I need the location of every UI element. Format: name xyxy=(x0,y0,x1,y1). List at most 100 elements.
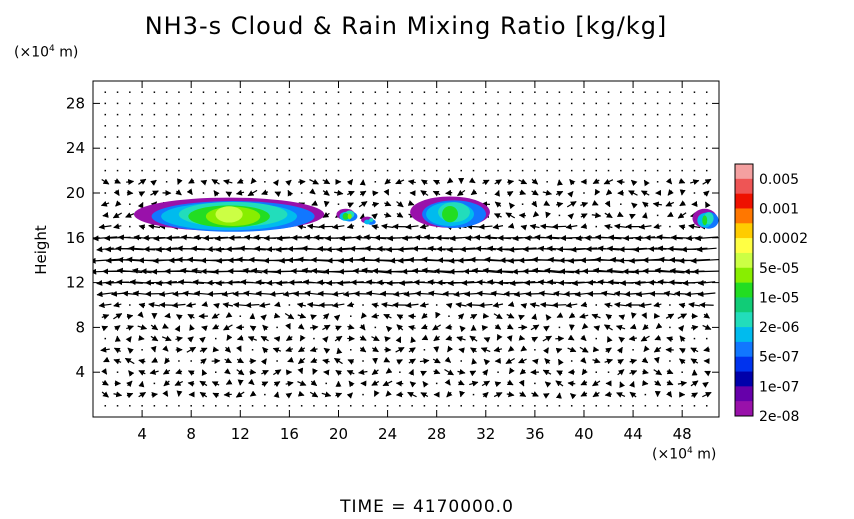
wind-arrow xyxy=(127,347,134,354)
wind-arrow xyxy=(480,347,491,353)
wind-arrow xyxy=(187,380,195,387)
wind-arrow xyxy=(445,335,453,341)
wind-dot xyxy=(227,136,229,138)
wind-dot xyxy=(300,192,303,194)
wind-dot xyxy=(313,91,315,93)
wind-dot xyxy=(681,91,683,93)
wind-dot xyxy=(165,125,168,127)
wind-arrow xyxy=(249,313,256,320)
wind-dot xyxy=(620,91,622,93)
wind-arrow xyxy=(518,334,526,341)
wind-dot xyxy=(485,91,487,93)
wind-dot xyxy=(632,91,634,93)
wind-arrow xyxy=(592,346,600,353)
wind-arrow xyxy=(604,358,613,365)
wind-arrow xyxy=(663,290,676,297)
wind-arrow xyxy=(137,324,148,331)
wind-arrow xyxy=(333,357,343,365)
wind-dot xyxy=(116,405,119,407)
wind-dot xyxy=(693,192,696,194)
wind-dot xyxy=(644,393,647,396)
x-tick-label: 12 xyxy=(231,425,250,443)
wind-dot xyxy=(350,113,352,116)
wind-arrow xyxy=(607,336,613,343)
wind-arrow xyxy=(615,324,626,331)
wind-arrow xyxy=(629,358,638,365)
wind-dot xyxy=(509,136,512,138)
wind-arrow xyxy=(225,311,233,318)
wind-dot xyxy=(497,158,499,161)
wind-arrow xyxy=(396,211,404,218)
wind-dot xyxy=(644,91,647,93)
wind-dot xyxy=(227,102,229,105)
wind-arrow xyxy=(261,381,269,388)
wind-arrow xyxy=(346,223,355,230)
wind-dot xyxy=(423,169,426,172)
wind-arrow xyxy=(113,391,123,398)
wind-arrow xyxy=(126,392,134,399)
wind-arrow xyxy=(677,313,688,320)
wind-arrow xyxy=(470,189,478,196)
wind-arrow xyxy=(567,346,577,353)
wind-arrow xyxy=(149,369,159,375)
wind-dot xyxy=(521,136,524,138)
wind-dot xyxy=(546,91,548,93)
wind-dot xyxy=(178,147,180,149)
wind-arrow xyxy=(372,357,378,365)
wind-arrow xyxy=(618,314,626,321)
wind-arrow xyxy=(579,346,589,353)
wind-dot xyxy=(288,304,291,306)
wind-dot xyxy=(227,113,229,116)
wind-arrow xyxy=(236,178,244,184)
wind-arrow xyxy=(455,302,467,308)
wind-dot xyxy=(423,91,426,93)
wind-dot xyxy=(337,125,340,127)
wind-arrow xyxy=(640,335,650,342)
wind-dot xyxy=(497,405,499,407)
wind-dot xyxy=(129,405,131,407)
wind-arrow xyxy=(629,323,637,330)
wind-dot xyxy=(620,405,622,407)
wind-dot xyxy=(423,125,426,127)
wind-dot xyxy=(644,102,647,105)
wind-dot xyxy=(595,136,598,138)
cloud-contour xyxy=(702,215,708,226)
wind-dot xyxy=(239,113,242,116)
wind-dot xyxy=(693,147,696,149)
cloud-contour xyxy=(215,206,243,223)
wind-dot xyxy=(411,102,413,105)
wind-dot xyxy=(227,147,229,149)
wind-dot xyxy=(337,91,340,93)
wind-arrow xyxy=(371,380,380,386)
x-tick-label: 4 xyxy=(137,425,147,443)
wind-arrow xyxy=(152,257,181,264)
wind-dot xyxy=(116,147,119,149)
wind-dot xyxy=(546,125,548,127)
wind-dot xyxy=(386,125,389,127)
wind-dot xyxy=(276,102,278,105)
wind-arrow xyxy=(494,190,500,197)
wind-dot xyxy=(386,147,389,149)
colorbar-swatch xyxy=(735,238,753,254)
wind-dot xyxy=(214,337,217,340)
wind-arrow xyxy=(309,346,318,353)
wind-dot xyxy=(276,147,278,149)
wind-dot xyxy=(607,125,610,127)
wind-dot xyxy=(374,102,377,105)
wind-dot xyxy=(374,136,377,138)
wind-arrow xyxy=(309,324,319,331)
wind-arrow xyxy=(666,379,674,386)
wind-arrow xyxy=(323,347,331,354)
wind-arrow xyxy=(618,246,647,253)
wind-arrow xyxy=(385,325,393,333)
wind-dot xyxy=(264,102,266,105)
wind-arrow xyxy=(269,290,285,297)
wind-dot xyxy=(534,405,536,407)
wind-dot xyxy=(558,113,561,116)
wind-dot xyxy=(423,147,426,149)
wind-arrow xyxy=(236,345,242,352)
y-tick-label: 8 xyxy=(75,318,85,336)
wind-dot xyxy=(264,147,266,149)
wind-arrow xyxy=(520,303,528,309)
wind-arrow xyxy=(482,369,489,376)
